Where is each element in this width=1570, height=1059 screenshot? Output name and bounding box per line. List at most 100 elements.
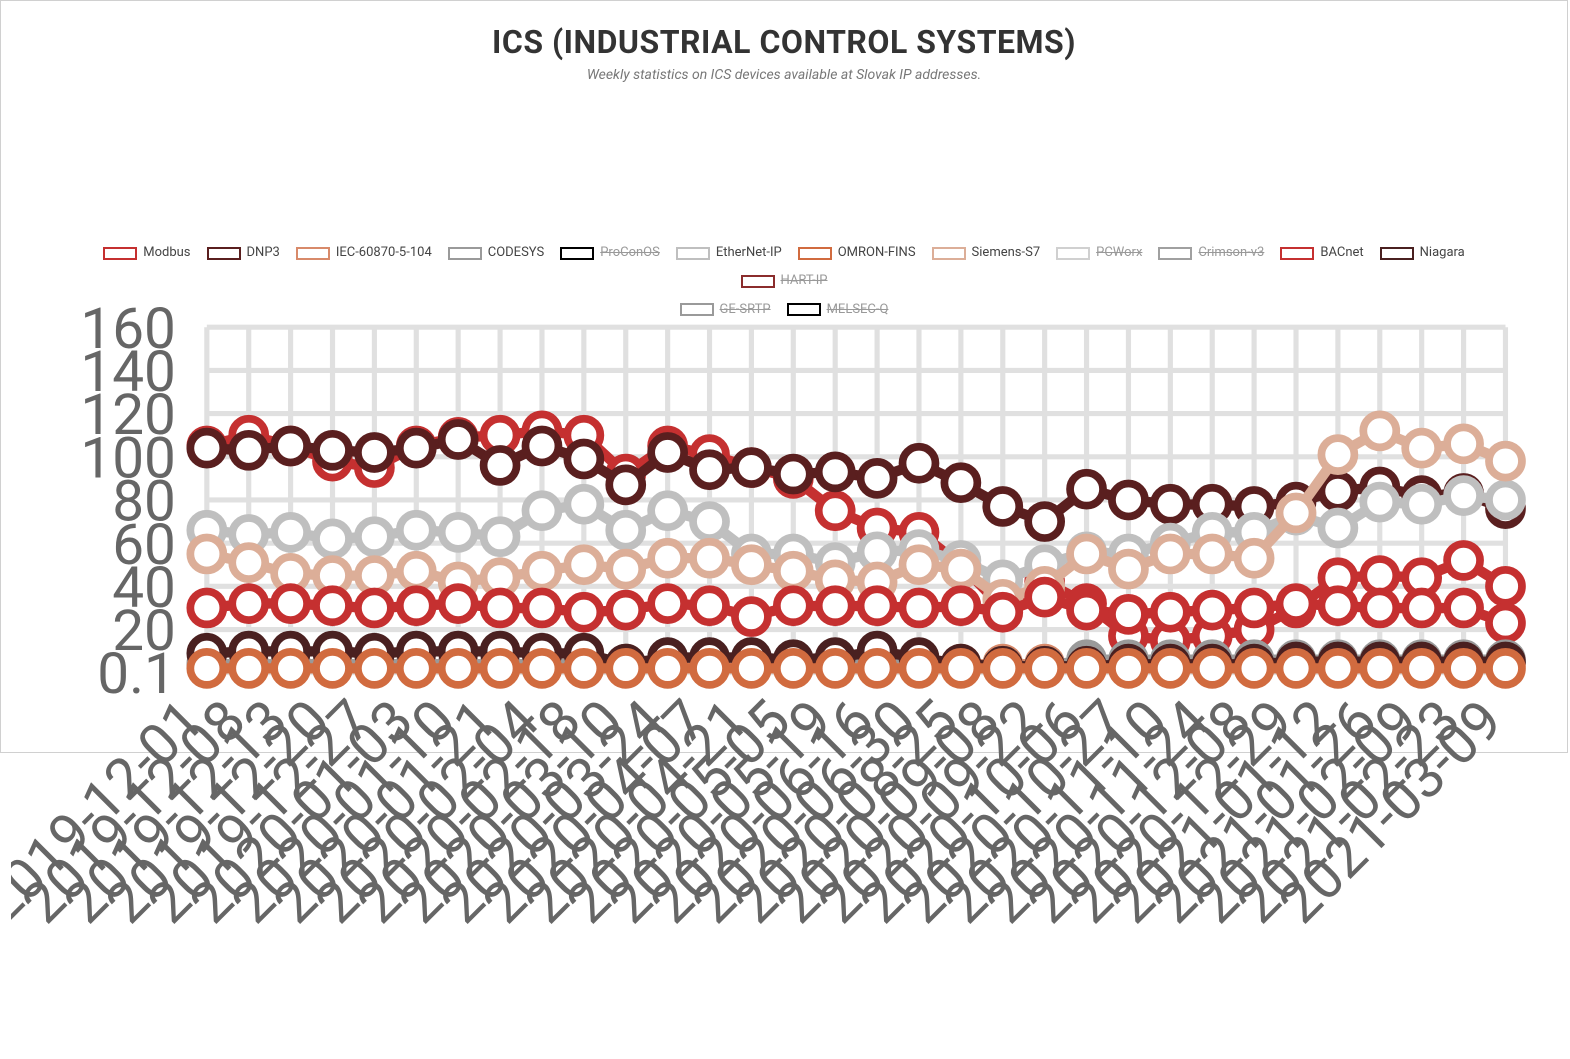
legend-item-iec-60870-5-104[interactable]: IEC-60870-5-104 (296, 239, 432, 267)
series-marker[interactable] (651, 436, 684, 469)
series-marker[interactable] (902, 447, 935, 480)
series-marker[interactable] (1070, 594, 1103, 627)
series-marker[interactable] (316, 522, 349, 555)
series-marker[interactable] (1154, 596, 1187, 629)
legend-item-omron-fins[interactable]: OMRON-FINS (798, 239, 916, 267)
series-marker[interactable] (1447, 479, 1480, 512)
series-marker[interactable] (442, 423, 475, 456)
series-marker[interactable] (400, 514, 433, 547)
series-marker[interactable] (1070, 473, 1103, 506)
series-marker[interactable] (1321, 512, 1354, 545)
legend-item-ethernet-ip[interactable]: EtherNet-IP (676, 239, 782, 267)
series-marker[interactable] (358, 520, 391, 553)
series-marker[interactable] (735, 548, 768, 581)
series-marker[interactable] (609, 594, 642, 627)
series-marker[interactable] (1112, 483, 1145, 516)
series-marker[interactable] (1154, 488, 1187, 521)
series-marker[interactable] (1363, 652, 1396, 685)
series-marker[interactable] (232, 546, 265, 579)
series-marker[interactable] (1280, 496, 1313, 529)
series-marker[interactable] (1028, 652, 1061, 685)
series-marker[interactable] (1489, 445, 1522, 478)
series-marker[interactable] (484, 449, 517, 482)
series-marker[interactable] (693, 589, 726, 622)
series-marker[interactable] (274, 516, 307, 549)
series-marker[interactable] (358, 559, 391, 592)
series-marker[interactable] (1028, 505, 1061, 538)
series-marker[interactable] (1405, 488, 1438, 521)
series-marker[interactable] (986, 596, 1019, 629)
series-marker[interactable] (1321, 438, 1354, 471)
series-marker[interactable] (1489, 570, 1522, 603)
series-marker[interactable] (735, 600, 768, 633)
series-marker[interactable] (1070, 652, 1103, 685)
series-marker[interactable] (525, 555, 558, 588)
series-marker[interactable] (316, 652, 349, 685)
series-marker[interactable] (358, 652, 391, 685)
series-marker[interactable] (274, 587, 307, 620)
series-marker[interactable] (902, 652, 935, 685)
legend-item-pcworx[interactable]: PCWorx (1056, 239, 1142, 267)
series-marker[interactable] (1363, 559, 1396, 592)
series-marker[interactable] (1363, 414, 1396, 447)
legend-item-crimson-v3[interactable]: Crimson-v3 (1158, 239, 1264, 267)
series-marker[interactable] (1363, 486, 1396, 519)
series-marker[interactable] (1321, 652, 1354, 685)
series-marker[interactable] (1405, 432, 1438, 465)
series-marker[interactable] (944, 589, 977, 622)
series-marker[interactable] (400, 555, 433, 588)
series-marker[interactable] (525, 652, 558, 685)
series-marker[interactable] (1447, 652, 1480, 685)
series-marker[interactable] (400, 652, 433, 685)
series-marker[interactable] (609, 468, 642, 501)
series-marker[interactable] (693, 453, 726, 486)
series-marker[interactable] (902, 548, 935, 581)
series-marker[interactable] (1447, 427, 1480, 460)
legend-item-dnp3[interactable]: DNP3 (207, 239, 280, 267)
series-marker[interactable] (525, 429, 558, 462)
series-marker[interactable] (274, 429, 307, 462)
legend-item-codesys[interactable]: CODESYS (448, 239, 544, 267)
series-marker[interactable] (1154, 537, 1187, 570)
series-marker[interactable] (861, 462, 894, 495)
series-marker[interactable] (232, 652, 265, 685)
series-marker[interactable] (190, 537, 223, 570)
series-marker[interactable] (777, 589, 810, 622)
series-marker[interactable] (777, 652, 810, 685)
series-marker[interactable] (944, 652, 977, 685)
series-marker[interactable] (693, 652, 726, 685)
series-marker[interactable] (651, 494, 684, 527)
series-marker[interactable] (986, 490, 1019, 523)
series-marker[interactable] (567, 652, 600, 685)
series-marker[interactable] (400, 589, 433, 622)
series-marker[interactable] (1321, 475, 1354, 508)
series-marker[interactable] (1196, 537, 1229, 570)
series-marker[interactable] (1238, 542, 1271, 575)
series-marker[interactable] (484, 520, 517, 553)
series-marker[interactable] (861, 589, 894, 622)
series-marker[interactable] (1154, 652, 1187, 685)
series-marker[interactable] (1447, 591, 1480, 624)
series-marker[interactable] (190, 652, 223, 685)
series-marker[interactable] (944, 466, 977, 499)
series-marker[interactable] (1489, 652, 1522, 685)
series-marker[interactable] (484, 591, 517, 624)
series-marker[interactable] (861, 652, 894, 685)
series-marker[interactable] (484, 652, 517, 685)
legend-item-proconos[interactable]: ProConOS (560, 239, 660, 267)
series-marker[interactable] (190, 591, 223, 624)
series-marker[interactable] (902, 591, 935, 624)
series-marker[interactable] (1363, 591, 1396, 624)
series-marker[interactable] (1489, 483, 1522, 516)
series-marker[interactable] (609, 514, 642, 547)
series-marker[interactable] (1447, 544, 1480, 577)
series-marker[interactable] (819, 652, 852, 685)
series-marker[interactable] (358, 436, 391, 469)
series-marker[interactable] (651, 652, 684, 685)
series-marker[interactable] (400, 432, 433, 465)
series-marker[interactable] (1280, 652, 1313, 685)
series-marker[interactable] (735, 652, 768, 685)
series-marker[interactable] (1405, 652, 1438, 685)
series-marker[interactable] (190, 432, 223, 465)
series-marker[interactable] (1238, 591, 1271, 624)
